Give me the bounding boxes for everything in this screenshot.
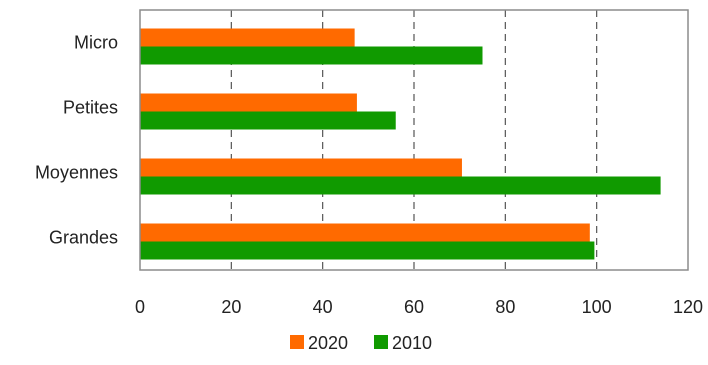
legend-label: 2020 bbox=[308, 333, 348, 353]
bar-2010-moyennes bbox=[140, 176, 661, 195]
bar-2020-petites bbox=[140, 93, 357, 112]
category-labels: Micro Petites Moyennes Grandes bbox=[35, 33, 118, 248]
bar-2010-grandes bbox=[140, 241, 595, 260]
category-label: Petites bbox=[63, 98, 118, 118]
category-label: Micro bbox=[74, 33, 118, 53]
x-tick-label: 100 bbox=[582, 297, 612, 317]
x-tick-label: 0 bbox=[135, 297, 145, 317]
x-tick-label: 60 bbox=[404, 297, 424, 317]
bar-2010-micro bbox=[140, 46, 483, 65]
legend-label: 2010 bbox=[392, 333, 432, 353]
bar-2010-petites bbox=[140, 111, 396, 130]
legend-swatch-2020 bbox=[290, 335, 304, 349]
legend-swatch-2010 bbox=[374, 335, 388, 349]
category-label: Grandes bbox=[49, 228, 118, 248]
x-tick-label: 40 bbox=[313, 297, 333, 317]
category-label: Moyennes bbox=[35, 163, 118, 183]
plot-area-frame bbox=[139, 9, 689, 271]
bar-2020-moyennes bbox=[140, 158, 462, 177]
x-axis-tick-labels: 0 20 40 60 80 100 120 bbox=[135, 297, 703, 317]
x-tick-label: 80 bbox=[495, 297, 515, 317]
bar-2020-grandes bbox=[140, 223, 590, 242]
bar-2020-micro bbox=[140, 28, 355, 47]
legend: 2020 2010 bbox=[290, 333, 432, 353]
x-tick-label: 20 bbox=[221, 297, 241, 317]
x-tick-label: 120 bbox=[673, 297, 703, 317]
bars bbox=[140, 28, 661, 260]
